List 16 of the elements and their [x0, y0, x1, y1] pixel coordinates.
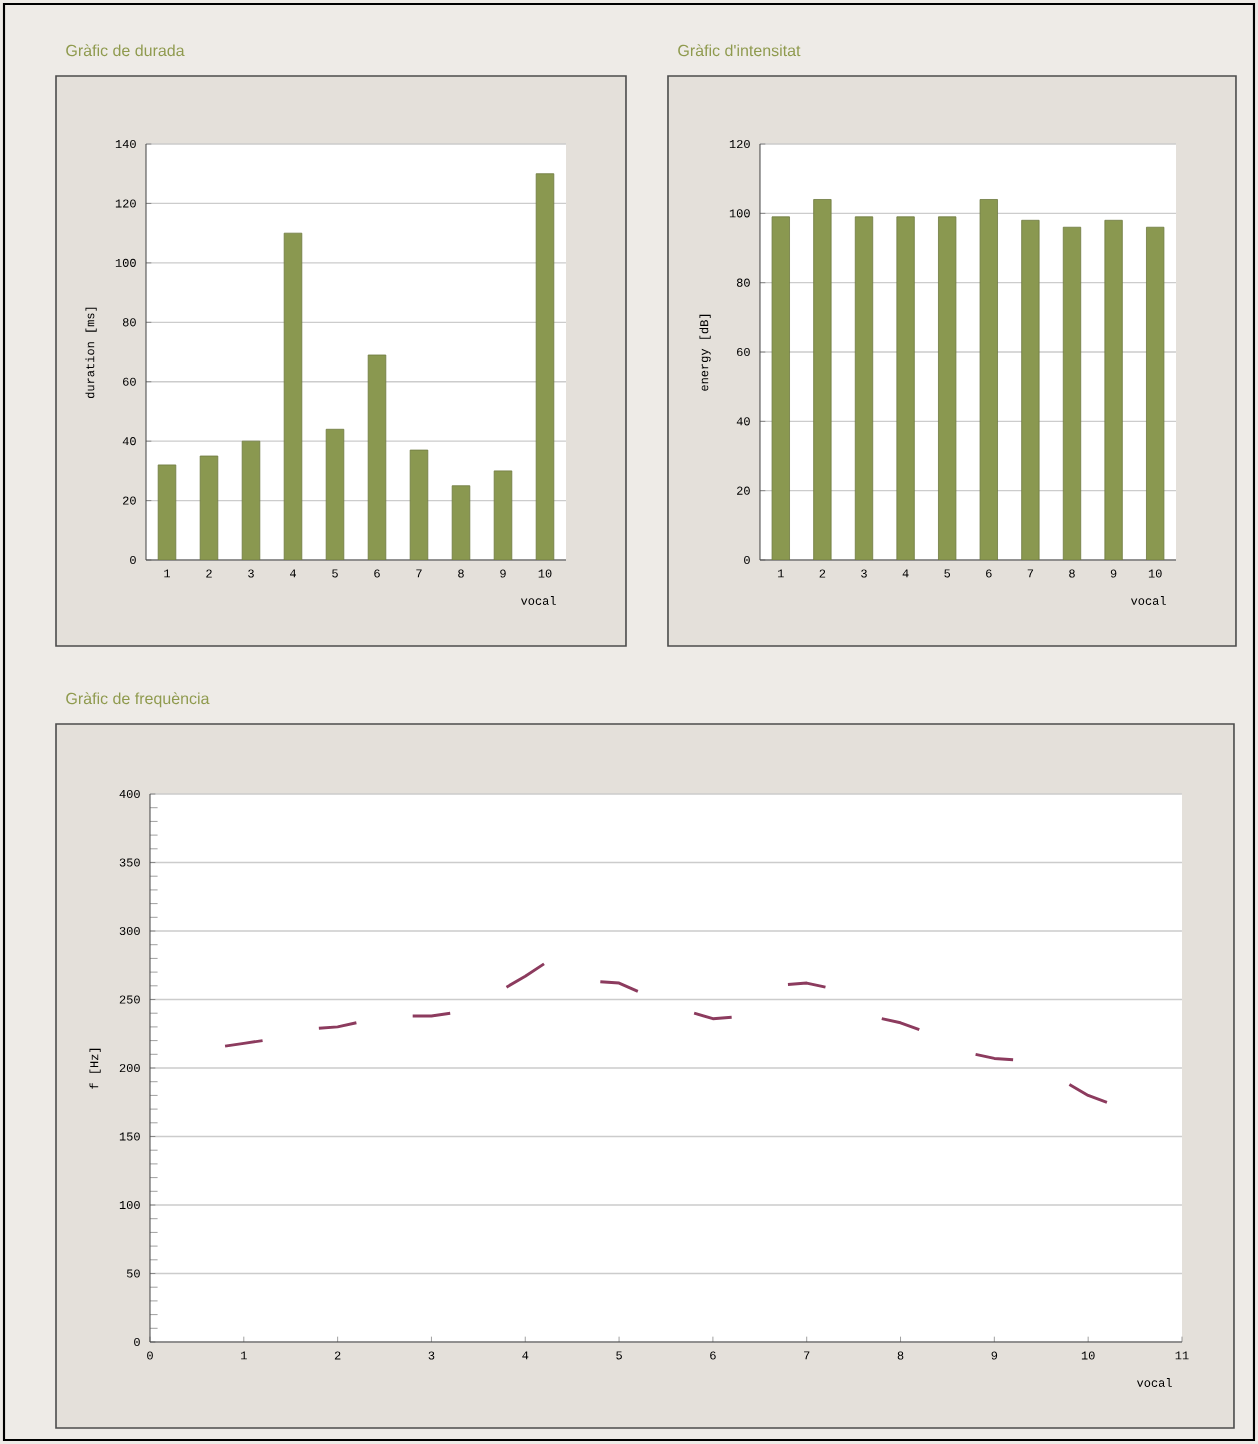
chart-title: Gràfic d'intensitat	[678, 44, 801, 57]
bar	[813, 199, 832, 561]
bar	[854, 216, 874, 561]
bar	[367, 354, 387, 561]
bar	[283, 232, 303, 561]
bar	[1104, 219, 1123, 561]
chart-title: Gràfic de durada	[66, 44, 185, 57]
chart-title: Gràfic de frequència	[66, 692, 210, 708]
bar	[1062, 226, 1082, 561]
bar	[896, 216, 915, 561]
bar	[1146, 226, 1165, 561]
bar	[771, 216, 790, 561]
bar	[938, 216, 957, 561]
bar	[979, 199, 998, 561]
bar	[535, 173, 555, 561]
bar	[1021, 219, 1040, 561]
